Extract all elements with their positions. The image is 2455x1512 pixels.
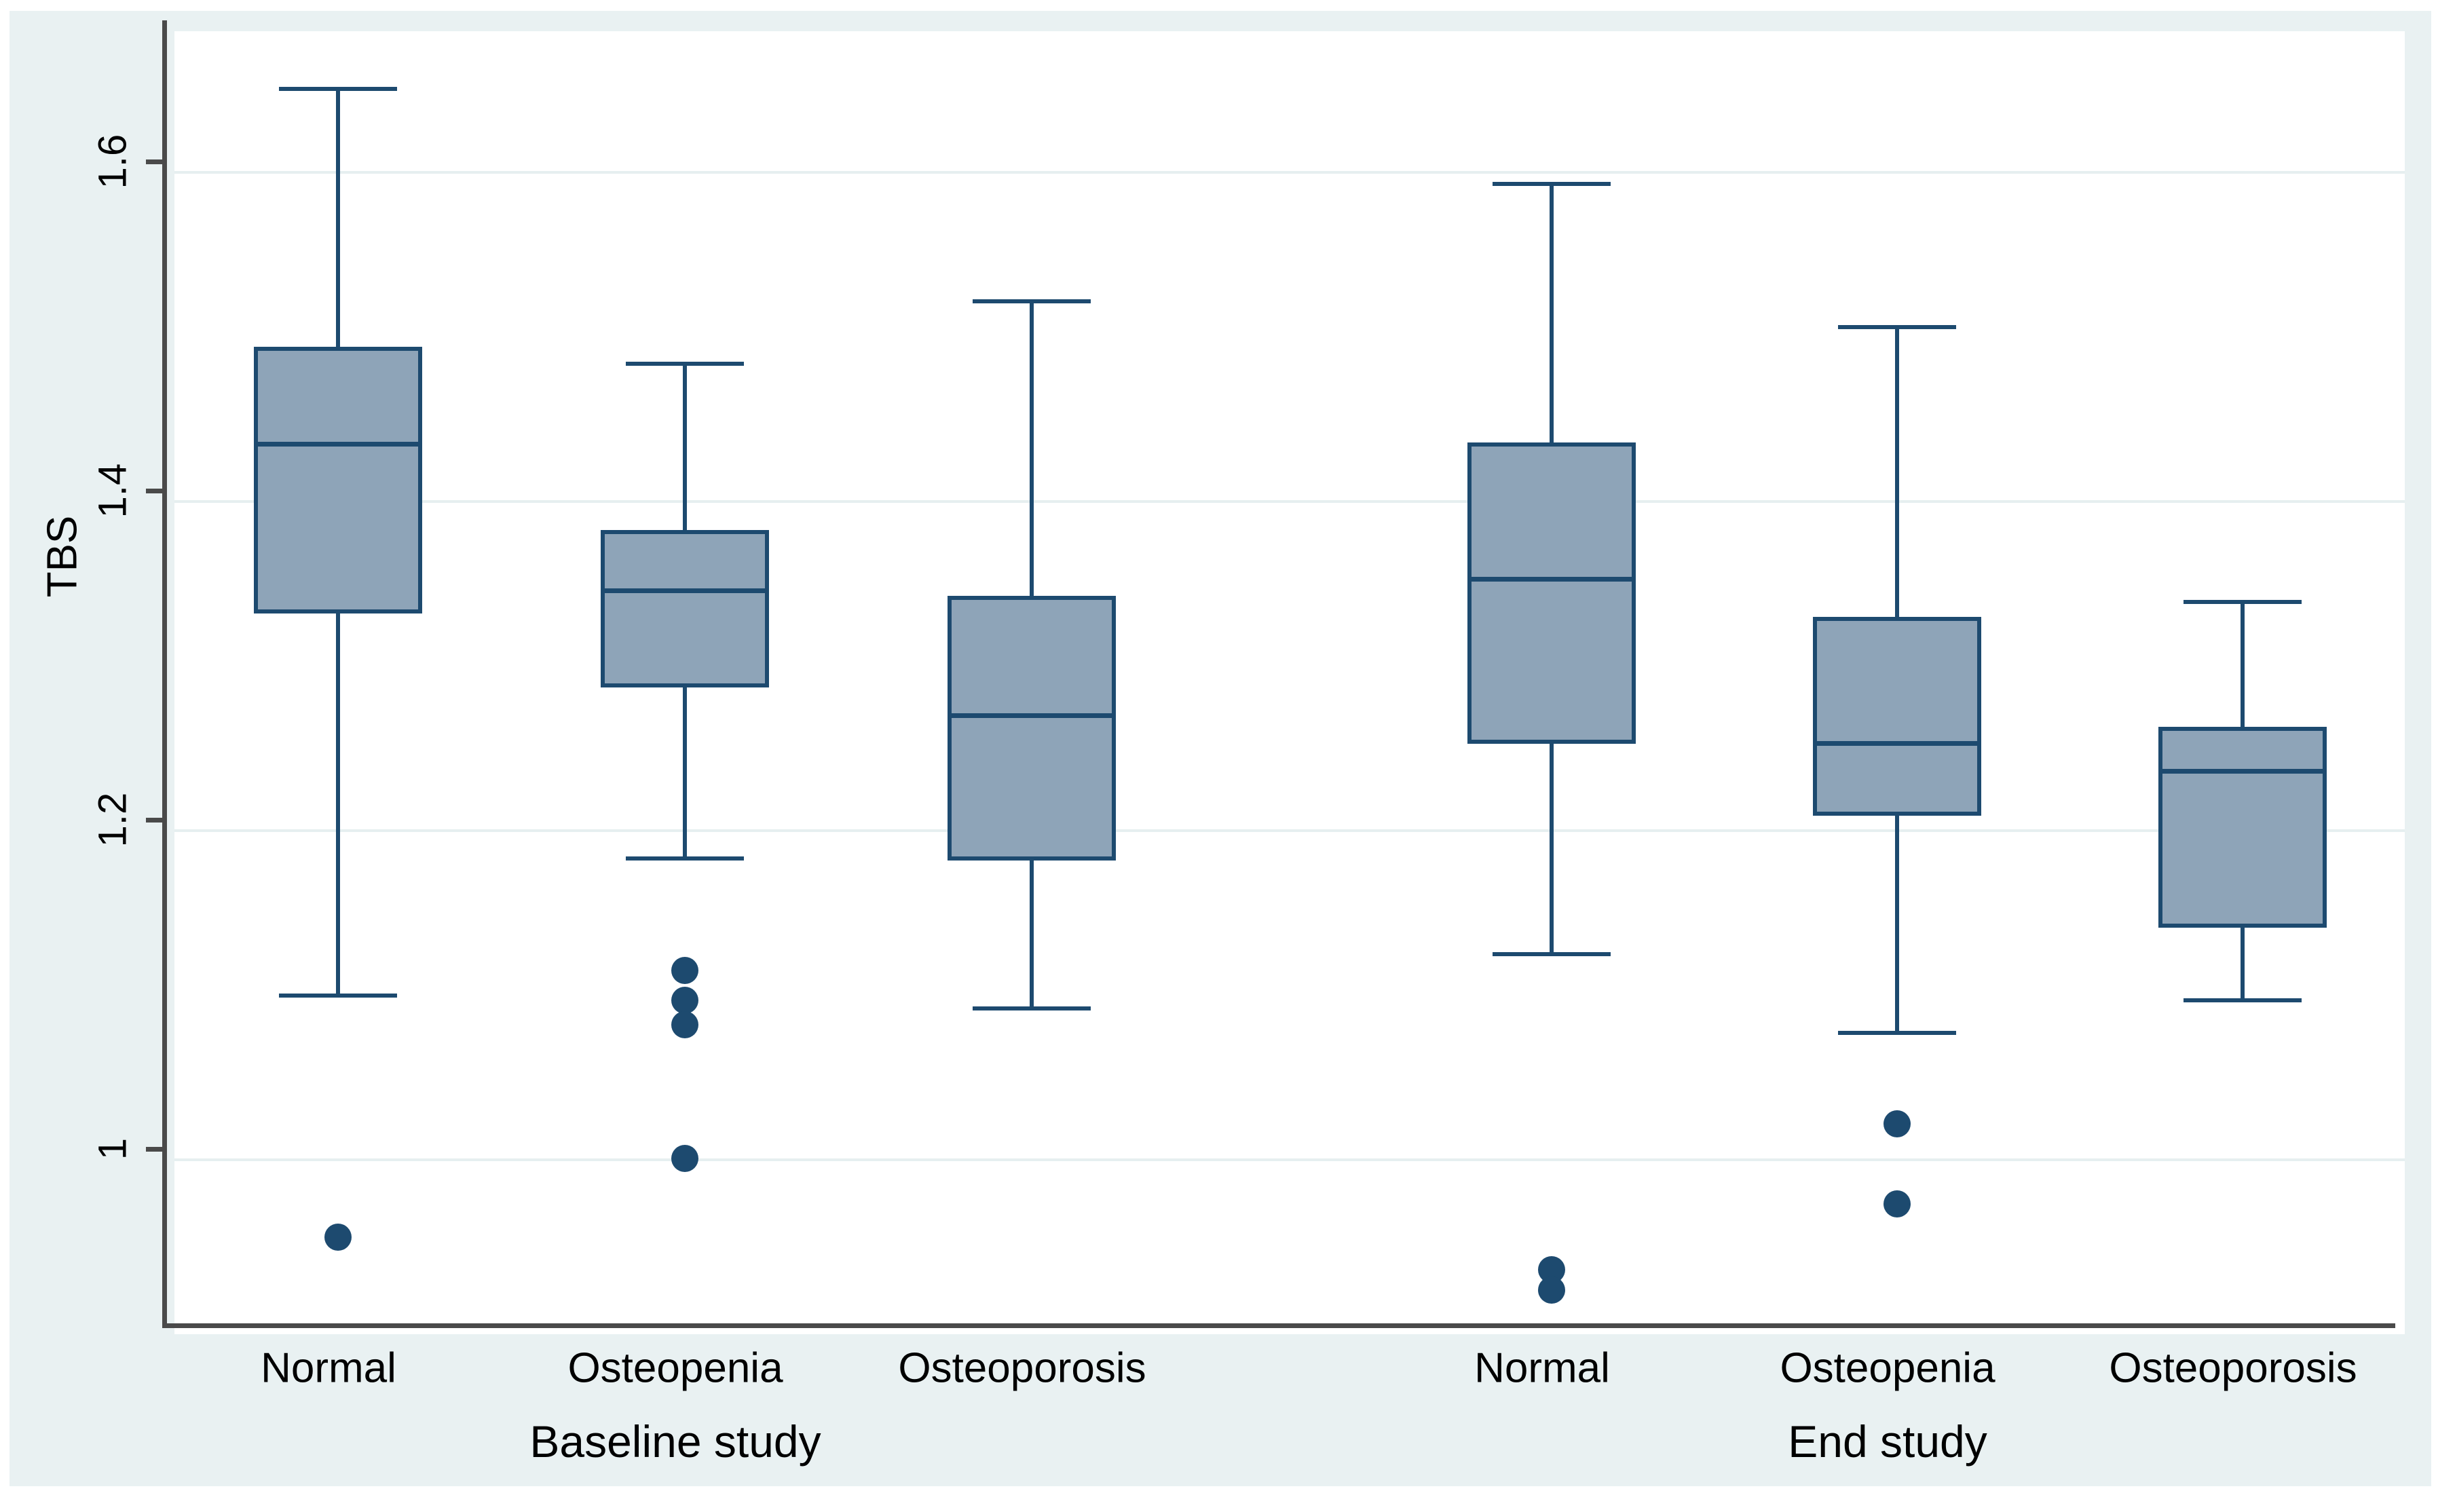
- outlier-baseline-study-normal-0: [324, 1223, 352, 1251]
- whisker-cap-lower-baseline-study-osteoporosis: [973, 1006, 1091, 1010]
- whisker-lower-end-study-osteoporosis: [2241, 928, 2245, 1000]
- whisker-upper-end-study-osteoporosis: [2241, 602, 2245, 727]
- y-tick-label-1.6: 1.6: [90, 134, 135, 189]
- x-label-5-osteoporosis: Osteoporosis: [2109, 1344, 2357, 1392]
- whisker-cap-upper-baseline-study-normal: [279, 86, 397, 91]
- median-baseline-study-osteopenia: [601, 588, 769, 593]
- x-group-label-end-study: End study: [1788, 1416, 1987, 1467]
- whisker-upper-end-study-normal: [1550, 184, 1554, 443]
- whisker-cap-upper-end-study-osteopenia: [1838, 325, 1956, 330]
- box-baseline-study-osteopenia: [601, 529, 769, 688]
- gridline-y-1.4: [174, 500, 2405, 504]
- y-tick-1.2: [146, 818, 164, 823]
- graph-region: TBS Normal Osteopenia Osteoporosis Normal Os…: [10, 11, 2431, 1486]
- whisker-lower-end-study-osteopenia: [1895, 816, 1899, 1034]
- x-group-label-baseline-study: Baseline study: [529, 1416, 821, 1467]
- x-label-4-osteopenia: Osteopenia: [1780, 1344, 1995, 1392]
- whisker-cap-upper-end-study-osteoporosis: [2184, 600, 2302, 605]
- whisker-upper-baseline-study-osteopenia: [683, 363, 687, 530]
- whisker-lower-baseline-study-osteoporosis: [1030, 860, 1034, 1008]
- plot-area: [174, 31, 2405, 1334]
- box-end-study-normal: [1467, 442, 1636, 744]
- whisker-cap-lower-baseline-study-osteopenia: [626, 856, 744, 861]
- whisker-cap-lower-end-study-osteoporosis: [2184, 998, 2302, 1002]
- whisker-upper-baseline-study-normal: [336, 88, 340, 347]
- median-baseline-study-normal: [254, 441, 422, 447]
- outlier-baseline-study-osteopenia-3: [671, 1144, 698, 1172]
- x-axis-line: [162, 1323, 2395, 1328]
- y-tick-label-1.2: 1.2: [90, 792, 135, 848]
- box-baseline-study-normal: [254, 347, 422, 614]
- outlier-end-study-normal-1: [1538, 1276, 1565, 1304]
- median-end-study-osteoporosis: [2158, 769, 2327, 774]
- whisker-cap-upper-baseline-study-osteoporosis: [973, 299, 1091, 303]
- whisker-cap-lower-end-study-normal: [1493, 952, 1611, 956]
- median-end-study-normal: [1467, 576, 1636, 582]
- outlier-baseline-study-osteopenia-1: [671, 986, 698, 1014]
- whisker-lower-baseline-study-normal: [336, 613, 340, 996]
- gridline-y-1.6: [174, 171, 2405, 174]
- outlier-end-study-osteopenia-1: [1884, 1190, 1911, 1218]
- whisker-lower-end-study-normal: [1550, 743, 1554, 954]
- x-label-0-normal: Normal: [261, 1344, 396, 1392]
- outlier-end-study-osteopenia-0: [1884, 1110, 1911, 1137]
- whisker-cap-upper-end-study-normal: [1493, 182, 1611, 187]
- box-end-study-osteoporosis: [2158, 727, 2327, 928]
- y-axis-line: [162, 20, 167, 1328]
- whisker-lower-baseline-study-osteopenia: [683, 687, 687, 859]
- outlier-baseline-study-osteopenia-2: [671, 1011, 698, 1039]
- gridline-y-1: [174, 1158, 2405, 1162]
- box-end-study-osteopenia: [1813, 617, 1981, 816]
- outlier-baseline-study-osteopenia-0: [671, 957, 698, 985]
- x-label-2-osteoporosis: Osteoporosis: [898, 1344, 1146, 1392]
- y-tick-label-1.4: 1.4: [90, 464, 135, 518]
- x-label-1-osteopenia: Osteopenia: [567, 1344, 783, 1392]
- whisker-upper-end-study-osteopenia: [1895, 327, 1899, 618]
- median-end-study-osteopenia: [1813, 741, 1981, 746]
- x-label-3-normal: Normal: [1474, 1344, 1610, 1392]
- gridline-y-1.2: [174, 829, 2405, 833]
- median-baseline-study-osteoporosis: [948, 713, 1116, 718]
- y-tick-1.4: [146, 489, 164, 494]
- box-baseline-study-osteoporosis: [948, 595, 1116, 861]
- y-tick-1.6: [146, 159, 164, 165]
- y-axis-title: TBS: [39, 515, 86, 598]
- whisker-cap-lower-baseline-study-normal: [279, 993, 397, 998]
- y-tick-1: [146, 1147, 164, 1152]
- whisker-upper-baseline-study-osteoporosis: [1030, 301, 1034, 596]
- whisker-cap-lower-end-study-osteopenia: [1838, 1031, 1956, 1036]
- y-tick-label-1: 1: [90, 1137, 135, 1160]
- whisker-cap-upper-baseline-study-osteopenia: [626, 361, 744, 366]
